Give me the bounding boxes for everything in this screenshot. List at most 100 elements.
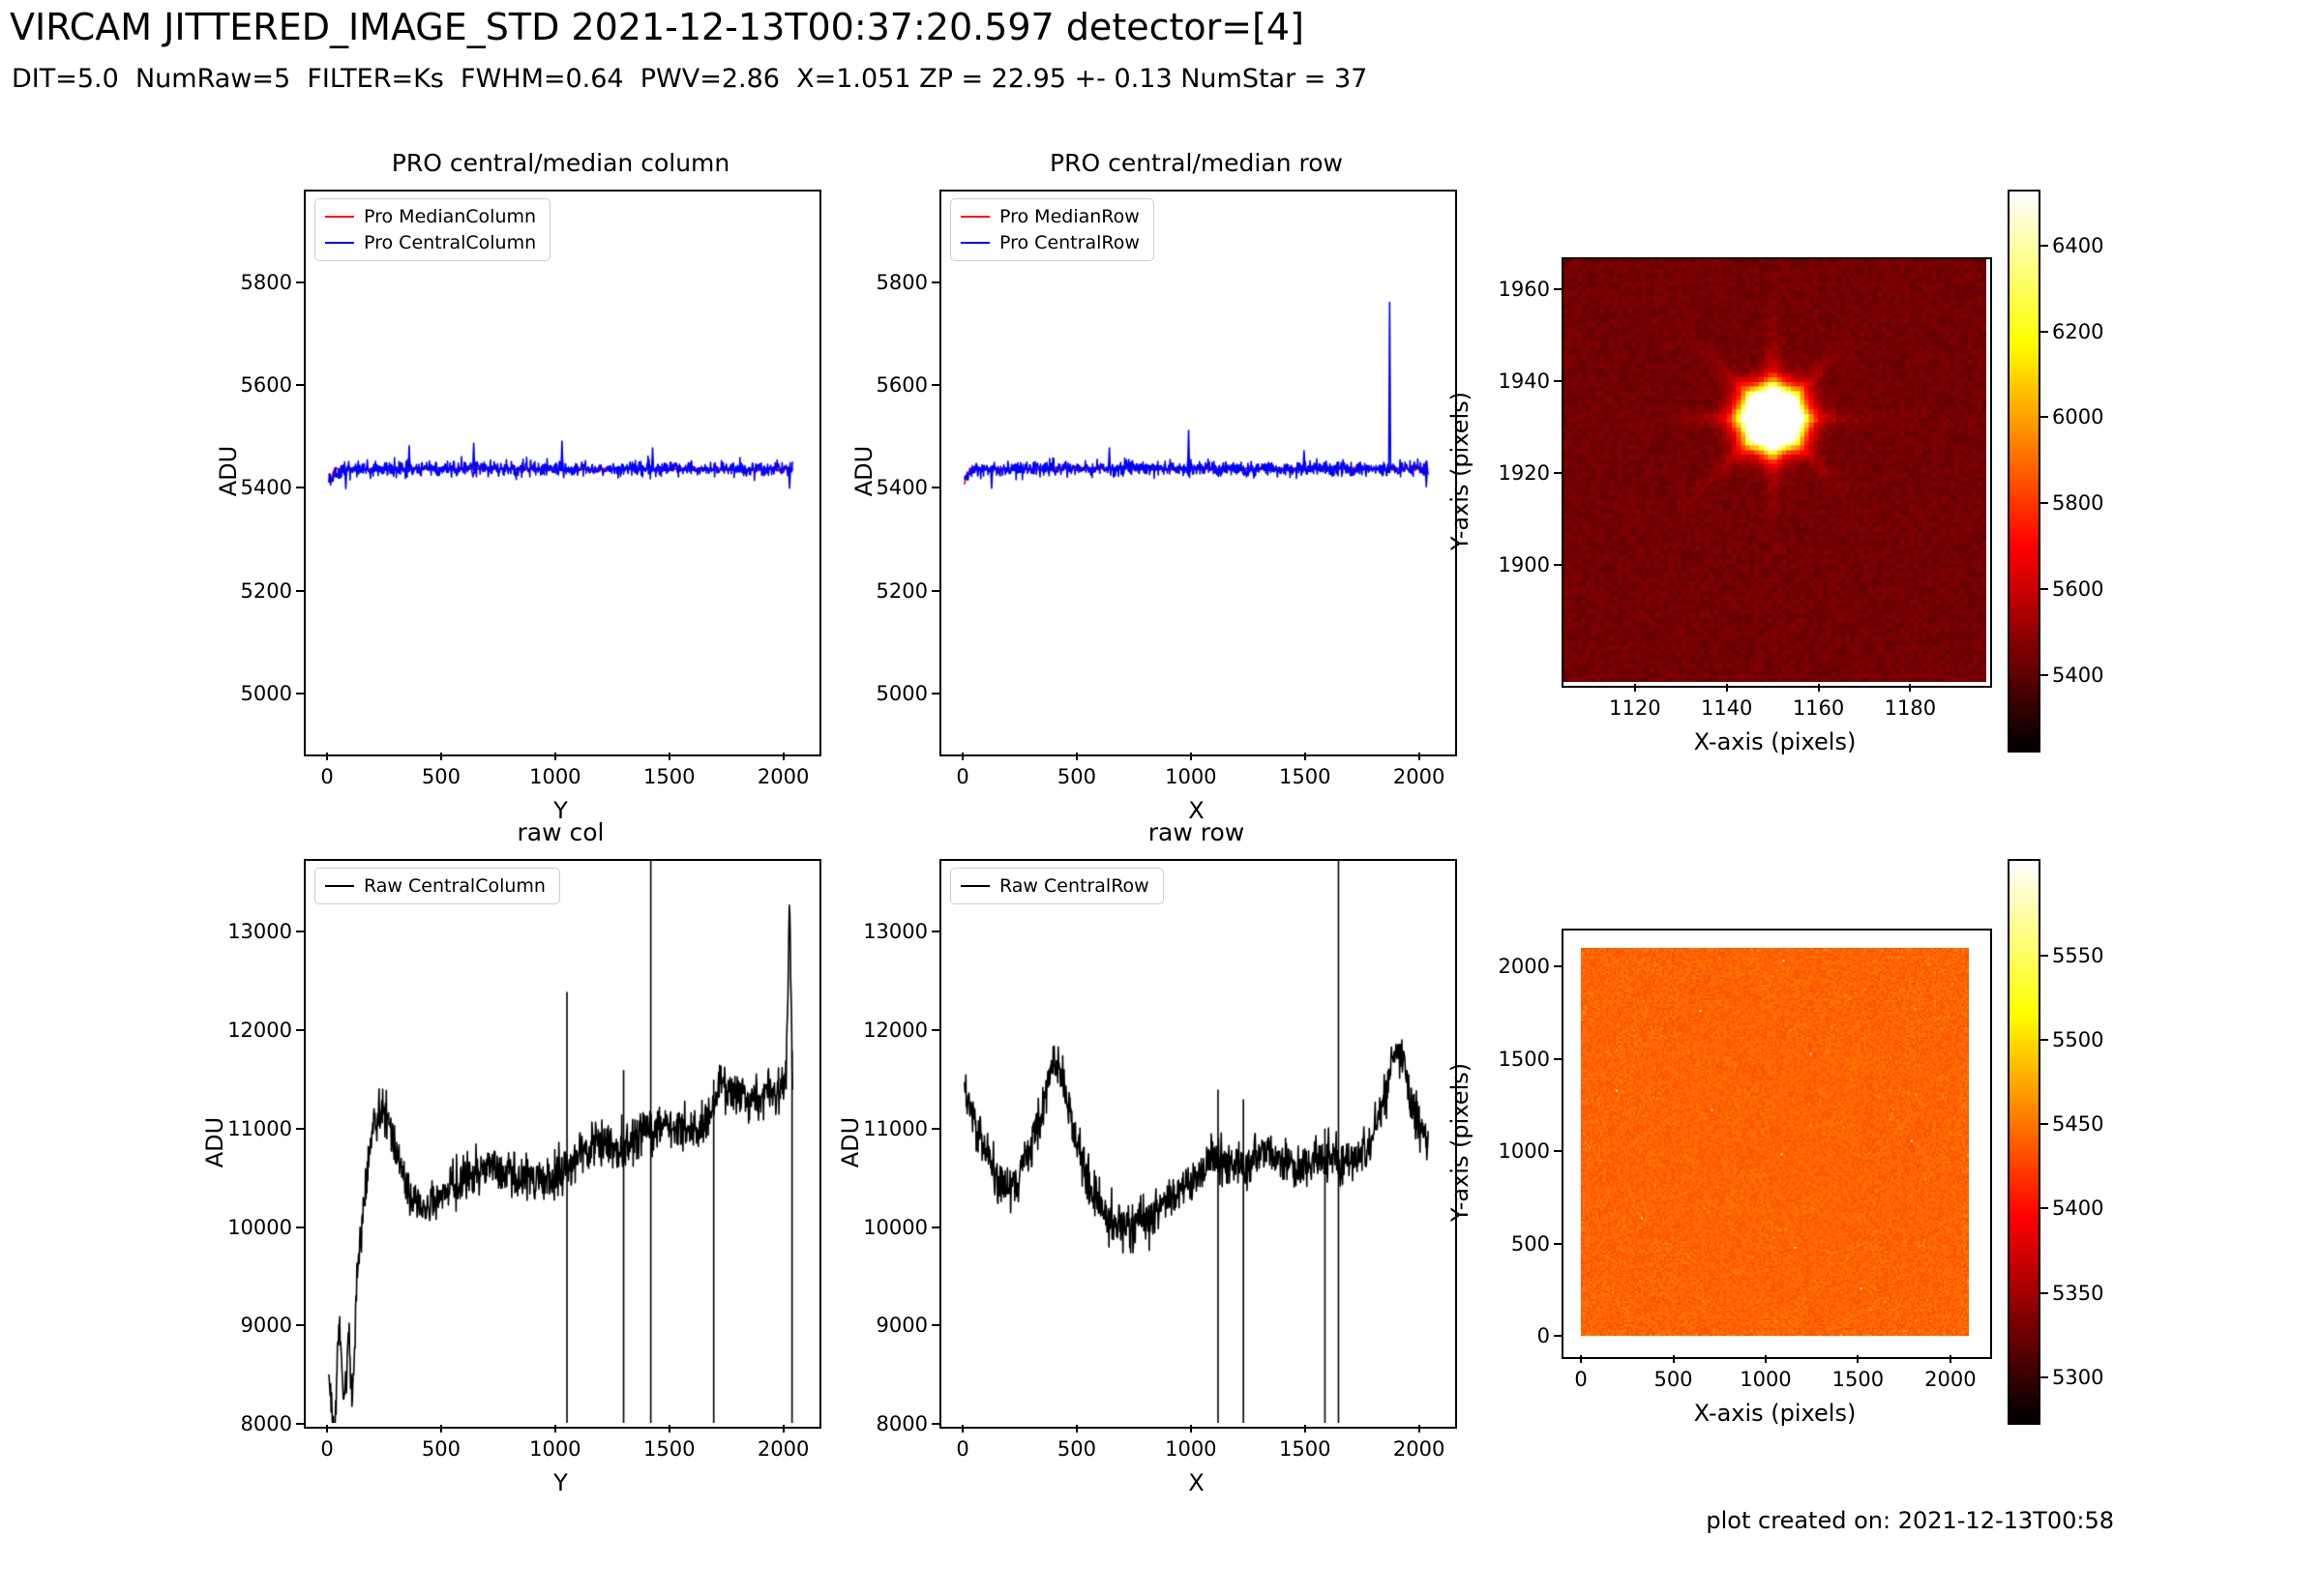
x-tick-mark: [1075, 1425, 1078, 1433]
y-tick-label: 1920: [1498, 460, 1550, 485]
legend-line-swatch: [325, 216, 354, 218]
y-tick-label: 500: [1510, 1231, 1550, 1256]
raw-row-line-chart-canvas: [941, 861, 1451, 1423]
legend-label: Pro MedianColumn: [364, 206, 537, 227]
legend-box: Pro MedianRow Pro CentralRow: [950, 198, 1154, 261]
plot-title: raw col: [517, 818, 605, 846]
axes-frame: Raw CentralColumn: [304, 859, 821, 1429]
x-tick-label: 2000: [757, 1437, 810, 1461]
x-tick-label: 2000: [1924, 1368, 1977, 1391]
y-tick-mark: [296, 589, 304, 592]
plot-full-frame-image: X-axis (pixels) Y-axis (pixels) 0 500 1000…: [1446, 929, 1992, 1427]
y-tick-label: 1960: [1498, 278, 1550, 302]
y-tick-mark: [932, 1226, 939, 1228]
x-tick-label: 0: [956, 1437, 969, 1461]
x-tick-label: 1000: [1740, 1368, 1792, 1391]
legend-label: Pro CentralColumn: [364, 232, 537, 253]
y-tick-label: 10000: [863, 1215, 928, 1239]
legend-label: Raw CentralColumn: [364, 875, 546, 897]
x-tick-label: 1160: [1792, 696, 1845, 720]
legend-item: Raw CentralRow: [961, 875, 1149, 897]
colorbar-tick-mark: [2040, 674, 2048, 677]
y-tick-mark: [932, 281, 939, 283]
y-tick-mark: [1554, 1150, 1562, 1153]
y-tick-label: 8000: [240, 1411, 292, 1435]
x-tick-mark: [668, 1425, 670, 1433]
x-tick-label: 0: [1574, 1368, 1588, 1391]
figure-title: VIRCAM JITTERED_IMAGE_STD 2021-12-13T00:…: [10, 6, 1304, 48]
colorbar-gradient-canvas: [2009, 861, 2039, 1423]
x-tick-label: 1140: [1700, 696, 1753, 720]
x-tick-mark: [326, 753, 329, 760]
y-tick-mark: [296, 1226, 304, 1228]
y-tick-label: 5800: [240, 270, 292, 294]
x-tick-label: 0: [320, 765, 334, 788]
legend-box: Raw CentralColumn: [314, 868, 560, 904]
y-tick-label: 10000: [227, 1215, 292, 1239]
x-tick-mark: [962, 1425, 965, 1433]
y-tick-label: 1000: [1498, 1139, 1550, 1164]
x-tick-mark: [1857, 1355, 1860, 1363]
x-tick-label: 500: [1057, 765, 1096, 788]
x-tick-mark: [1417, 753, 1420, 760]
pro-column-line-chart-canvas: [306, 192, 816, 751]
legend-line-swatch: [325, 885, 354, 887]
x-tick-mark: [439, 753, 442, 760]
creation-timestamp-note: plot created on: 2021-12-13T00:58: [1706, 1507, 2114, 1534]
y-tick-mark: [1554, 380, 1562, 383]
colorbar-tick-mark: [2040, 1123, 2048, 1126]
y-tick-mark: [932, 1127, 939, 1130]
x-tick-mark: [1672, 1355, 1675, 1363]
y-tick-mark: [932, 692, 939, 695]
x-tick-mark: [326, 1425, 329, 1433]
colorbar-tick-mark: [2040, 954, 2048, 957]
colorbar-frame: [2008, 190, 2040, 753]
y-tick-mark: [932, 1324, 939, 1327]
colorbar-gradient-canvas: [2009, 192, 2039, 751]
colorbar-tick-mark: [2040, 1291, 2048, 1294]
x-tick-label: 1500: [643, 1437, 696, 1461]
x-tick-mark: [439, 1425, 442, 1433]
y-tick-mark: [296, 1029, 304, 1032]
x-axis-label: X-axis (pixels): [1693, 1400, 1857, 1427]
y-tick-label: 13000: [863, 920, 928, 944]
y-tick-label: 5600: [240, 372, 292, 397]
x-tick-label: 1120: [1609, 696, 1661, 720]
x-tick-label: 1500: [1279, 765, 1331, 788]
y-tick-mark: [932, 487, 939, 489]
y-tick-label: 1900: [1498, 552, 1550, 576]
y-tick-mark: [932, 589, 939, 592]
legend-line-swatch: [961, 885, 990, 887]
axes-frame: [1562, 257, 1992, 688]
y-tick-label: 5400: [876, 476, 928, 500]
raw-column-line-chart-canvas: [306, 861, 816, 1423]
y-tick-mark: [296, 1422, 304, 1425]
y-tick-label: 5400: [240, 476, 292, 500]
x-tick-label: 1180: [1884, 696, 1937, 720]
x-tick-label: 1000: [1165, 1437, 1217, 1461]
plot-raw-row: raw row Raw CentralRow X ADU 0 500 1000 150…: [837, 818, 1457, 1496]
y-tick-mark: [1554, 965, 1562, 968]
x-axis-label: X-axis (pixels): [1693, 728, 1857, 755]
x-tick-mark: [1417, 1425, 1420, 1433]
y-tick-label: 8000: [876, 1411, 928, 1435]
axes-frame: Pro MedianRow Pro CentralRow: [939, 190, 1457, 756]
colorbar-tick-label: 5400: [2052, 1197, 2104, 1221]
colorbar-tick-mark: [2040, 244, 2048, 247]
x-tick-label: 2000: [757, 765, 810, 788]
y-tick-label: 12000: [227, 1019, 292, 1043]
legend-line-swatch: [961, 242, 990, 244]
y-tick-label: 5200: [876, 578, 928, 603]
x-tick-mark: [782, 753, 785, 760]
x-tick-label: 500: [1653, 1368, 1693, 1391]
colorbar-tick-label: 5800: [2052, 491, 2104, 516]
colorbar-tick-mark: [2040, 1207, 2048, 1210]
y-tick-mark: [1554, 288, 1562, 291]
plot-title: PRO central/median row: [1050, 149, 1343, 177]
legend-line-swatch: [961, 216, 990, 218]
plot-title: PRO central/median column: [391, 149, 730, 177]
full-frame-colorbar: 5300 5350 5400 5450 5500 5550: [2008, 859, 2103, 1425]
x-tick-mark: [1633, 684, 1636, 692]
plot-raw-column: raw col Raw CentralColumn Y ADU 0 500 1000…: [201, 818, 821, 1496]
full-frame-heatmap-canvas: [1581, 948, 1969, 1336]
